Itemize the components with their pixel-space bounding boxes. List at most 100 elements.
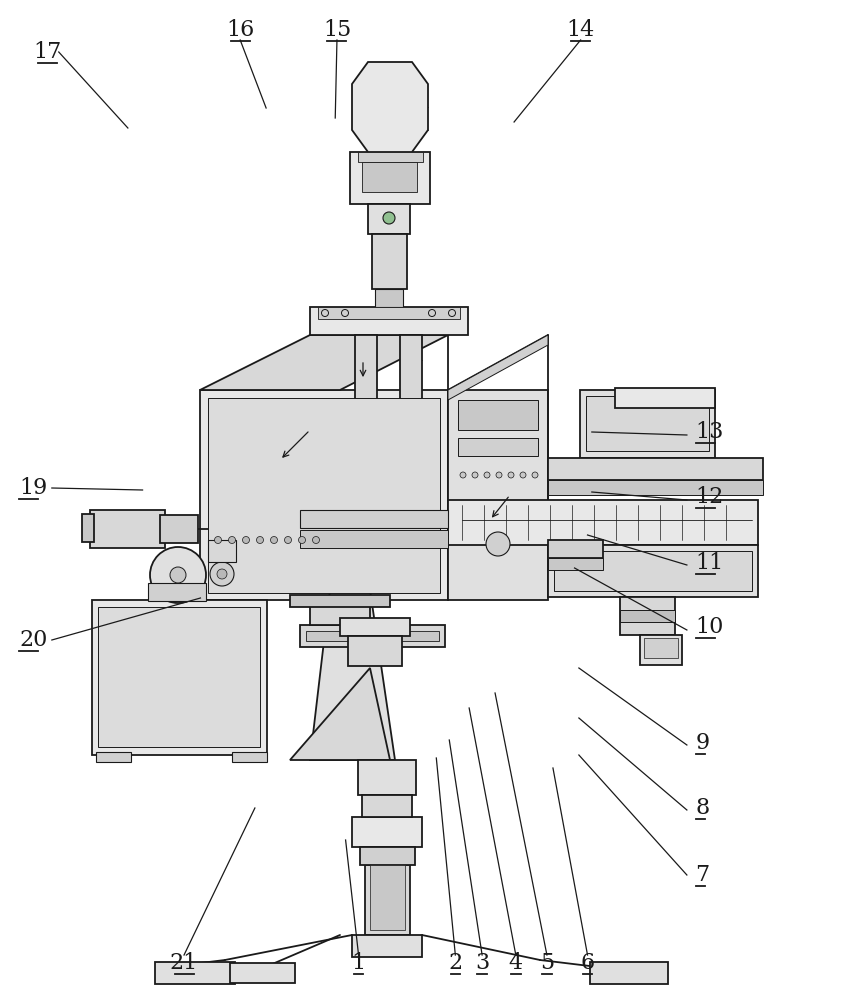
Bar [92,600,267,755]
Circle shape [486,532,510,556]
Bar [358,760,416,795]
Bar [300,530,448,548]
Text: 8: 8 [696,797,709,819]
Circle shape [284,536,291,544]
Bar [400,335,422,400]
Circle shape [170,567,186,583]
Text: 11: 11 [696,552,724,574]
Bar [372,234,407,289]
Bar [160,515,198,543]
Bar [96,752,131,762]
Bar [548,558,603,570]
Bar [362,162,417,192]
Text: 7: 7 [696,864,709,886]
Bar [155,962,235,984]
Text: 19: 19 [19,477,48,499]
Text: 12: 12 [696,486,724,508]
Text: 2: 2 [448,952,462,974]
Bar [208,398,440,593]
Bar [640,635,682,665]
Polygon shape [200,335,448,390]
Bar [358,152,423,162]
Bar [448,390,548,600]
Bar [352,935,422,957]
Circle shape [383,212,395,224]
Circle shape [341,310,348,316]
Circle shape [484,472,490,478]
Bar [306,631,439,641]
Text: 15: 15 [323,19,351,41]
Bar [300,625,445,647]
Bar [232,752,267,762]
Text: 6: 6 [581,952,594,974]
Text: 20: 20 [19,629,48,651]
Bar [360,847,415,865]
Bar [365,865,410,935]
Bar [590,962,668,984]
Circle shape [270,536,277,544]
Text: 21: 21 [170,952,198,974]
Circle shape [460,472,466,478]
Circle shape [520,472,526,478]
Bar [352,817,422,847]
Text: 14: 14 [567,19,594,41]
Bar [350,152,430,204]
Bar [620,610,675,622]
Bar [318,307,460,319]
Circle shape [210,562,234,586]
Bar [290,595,390,607]
Bar [548,540,603,558]
Text: 5: 5 [540,952,554,974]
Text: 16: 16 [226,19,254,41]
Bar [362,795,412,817]
Text: 17: 17 [34,41,61,63]
Circle shape [508,472,514,478]
Text: 1: 1 [352,952,365,974]
Bar [98,607,260,747]
Circle shape [496,472,502,478]
Circle shape [214,536,221,544]
Bar [580,390,715,458]
Bar [586,396,709,451]
Bar [200,390,448,600]
Bar [615,388,715,408]
Text: 4: 4 [509,952,523,974]
Bar [348,636,402,666]
Bar [340,618,410,636]
Bar [548,545,758,597]
Circle shape [228,536,236,544]
Bar [548,480,763,495]
Circle shape [150,547,206,603]
Polygon shape [310,590,395,760]
Bar [355,335,377,400]
Text: 10: 10 [696,616,724,638]
Bar [300,510,448,528]
Bar [82,514,94,542]
Polygon shape [352,62,428,152]
Polygon shape [290,668,390,760]
Bar [370,865,405,930]
Bar [458,438,538,456]
Bar [310,600,370,625]
Circle shape [313,536,320,544]
Bar [548,458,763,480]
Circle shape [321,310,328,316]
Bar [230,963,295,983]
Circle shape [257,536,264,544]
Circle shape [217,569,227,579]
Circle shape [532,472,538,478]
Circle shape [472,472,478,478]
Bar [644,638,678,658]
Circle shape [298,536,306,544]
Bar [448,500,758,545]
Bar [148,583,206,601]
Bar [90,510,165,548]
Circle shape [243,536,250,544]
Bar [620,597,675,635]
Bar [554,551,752,591]
Polygon shape [448,335,548,400]
Text: 3: 3 [475,952,489,974]
Bar [208,540,236,562]
Bar [458,400,538,430]
Circle shape [429,310,435,316]
